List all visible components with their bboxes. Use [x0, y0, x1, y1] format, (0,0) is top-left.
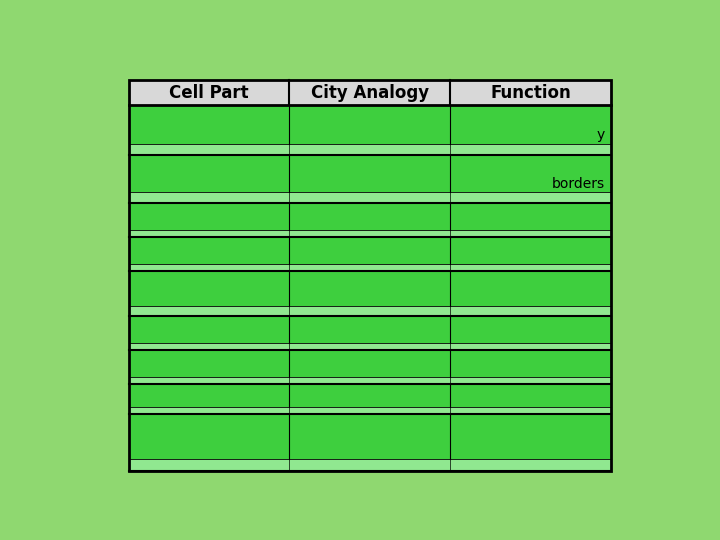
- Bar: [129, 458, 611, 471]
- Bar: [129, 192, 611, 202]
- Bar: [129, 80, 611, 105]
- Bar: [129, 306, 611, 316]
- Bar: [129, 316, 611, 350]
- Bar: [129, 230, 611, 237]
- Bar: [129, 377, 611, 384]
- Bar: [129, 80, 611, 471]
- Bar: [129, 343, 611, 350]
- Text: Function: Function: [490, 84, 571, 102]
- Text: y: y: [596, 128, 605, 142]
- Bar: [129, 202, 611, 237]
- Bar: [129, 155, 611, 202]
- Bar: [129, 350, 611, 384]
- Bar: [129, 271, 611, 316]
- Bar: [129, 144, 611, 155]
- Text: City Analogy: City Analogy: [311, 84, 429, 102]
- Text: Cell Part: Cell Part: [169, 84, 249, 102]
- Bar: [129, 237, 611, 271]
- Bar: [129, 264, 611, 271]
- Bar: [129, 384, 611, 414]
- Bar: [129, 407, 611, 414]
- Bar: [129, 105, 611, 155]
- Text: borders: borders: [552, 177, 605, 191]
- Bar: [129, 414, 611, 471]
